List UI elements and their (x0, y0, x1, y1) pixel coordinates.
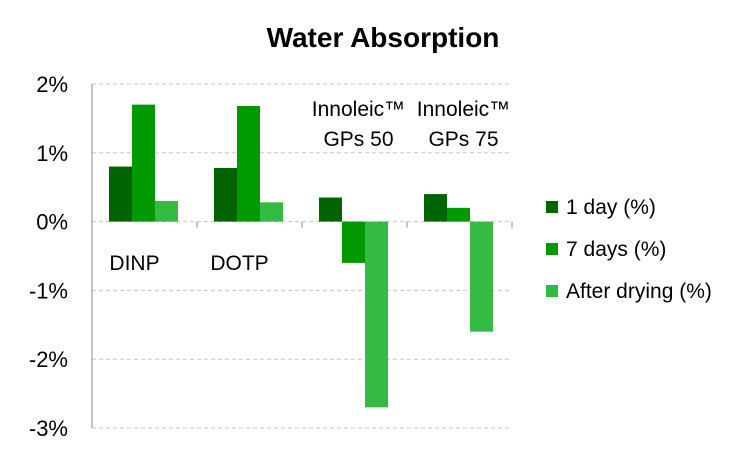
legend: 1 day (%) 7 days (%) After drying (%) (546, 196, 712, 303)
category-labels: DINP DOTP Innoleic™ GPs 50 Innoleic™ GPs 75 (109, 98, 510, 275)
legend-label: 1 day (%) (566, 196, 656, 219)
y-tick-label: 0% (36, 210, 68, 235)
bar (132, 104, 155, 222)
legend-label: 7 days (%) (566, 238, 666, 261)
category-label: DINP (109, 252, 159, 275)
category-label: Innoleic™ (417, 98, 510, 121)
y-tick-label: 1% (36, 141, 68, 166)
bars (109, 104, 493, 408)
bar (109, 166, 132, 222)
legend-swatch (546, 243, 558, 255)
bar (342, 221, 365, 263)
legend-swatch (546, 285, 558, 297)
category-label: DOTP (210, 252, 268, 275)
category-label: Innoleic™ (312, 98, 405, 121)
bar (447, 207, 470, 222)
category-label: GPs 50 (323, 128, 393, 151)
chart-title: Water Absorption (267, 22, 500, 53)
y-tick-label: 2% (36, 72, 68, 97)
y-tick-label: -1% (29, 278, 68, 303)
y-tick-label: -2% (29, 347, 68, 372)
bar (214, 167, 237, 222)
bar (470, 221, 493, 332)
bar (237, 106, 260, 222)
bar (365, 221, 388, 408)
y-tick-label: -3% (29, 416, 68, 441)
legend-swatch (546, 201, 558, 213)
bar (260, 202, 283, 222)
bar (424, 194, 447, 222)
y-axis-ticks: 2% 1% 0% -1% -2% -3% (29, 72, 68, 441)
bar (155, 200, 178, 222)
category-label: GPs 75 (428, 128, 498, 151)
bar (319, 197, 342, 222)
legend-label: After drying (%) (566, 280, 712, 303)
